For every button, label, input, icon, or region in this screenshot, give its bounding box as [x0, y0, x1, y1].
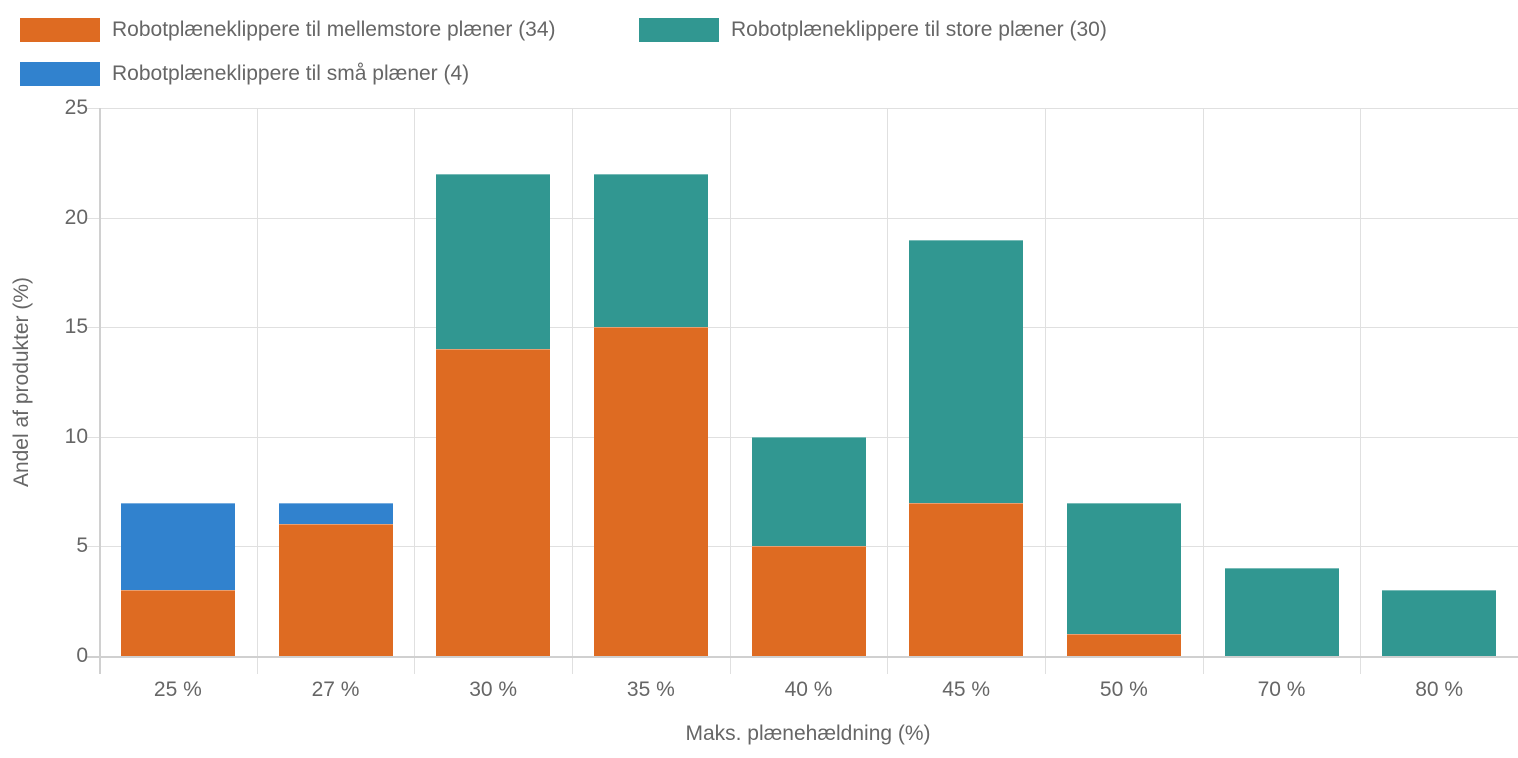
bar-stack-40pct[interactable] [751, 436, 866, 656]
bar-segment[interactable] [593, 327, 708, 656]
gridline-horizontal [87, 217, 1518, 219]
x-tick-label: 25 % [153, 678, 202, 701]
bar-stack-50pct[interactable] [1066, 502, 1181, 656]
bar-segment[interactable] [120, 502, 235, 591]
bar-segment[interactable] [1066, 634, 1181, 656]
gridline-horizontal [87, 108, 1518, 109]
x-tick-label: 80 % [1415, 678, 1464, 701]
bar-segment[interactable] [909, 239, 1024, 503]
gridline-horizontal [87, 327, 1518, 329]
legend-item-small-lawns[interactable]: Robotplæneklippere til små plæner (4) [20, 62, 469, 86]
bar-stack-27pct[interactable] [278, 502, 393, 656]
legend-label: Robotplæneklippere til mellemstore plæne… [112, 18, 556, 41]
legend-label: Robotplæneklippere til store plæner (30) [731, 18, 1107, 41]
bar-segment[interactable] [278, 524, 393, 656]
bar-stack-35pct[interactable] [593, 173, 708, 656]
bar-segment[interactable] [278, 502, 393, 525]
gridline-vertical [414, 108, 416, 674]
bar-segment[interactable] [593, 173, 708, 328]
bar-segment[interactable] [120, 590, 235, 656]
bar-stack-80pct[interactable] [1382, 590, 1497, 656]
legend-swatch-small [20, 62, 100, 86]
x-tick-label: 27 % [311, 678, 360, 701]
bar-stack-30pct[interactable] [436, 173, 551, 656]
y-tick-label: 5 [76, 534, 88, 558]
bar-segment[interactable] [751, 546, 866, 656]
bar-segment[interactable] [751, 436, 866, 547]
bar-segment[interactable] [436, 173, 551, 350]
x-tick-label: 50 % [1099, 678, 1148, 701]
y-axis-line [99, 108, 101, 674]
gridline-vertical [887, 108, 889, 674]
gridline-vertical [256, 108, 258, 674]
y-tick-label: 10 [64, 424, 88, 448]
plot-area: 0 5 10 15 20 25 25 % 27 % 30 % 35 % 40 % 45 % 50 % 7… [65, 96, 1518, 701]
bar-stack-25pct[interactable] [120, 502, 235, 656]
y-tick-label: 0 [76, 644, 88, 667]
bar-segment[interactable] [1066, 502, 1181, 635]
x-tick-label: 70 % [1257, 678, 1306, 701]
legend-label: Robotplæneklippere til små plæner (4) [112, 62, 470, 85]
bar-stack-45pct[interactable] [909, 239, 1024, 656]
y-tick-label: 20 [64, 205, 88, 229]
y-tick-label: 25 [64, 96, 88, 119]
legend-item-large-lawns[interactable]: Robotplæneklippere til store plæner (30) [639, 18, 1107, 42]
bar-segment[interactable] [436, 349, 551, 656]
gridline-vertical [1360, 108, 1362, 674]
x-tick-label: 30 % [469, 678, 518, 701]
legend-item-medium-lawns[interactable]: Robotplæneklippere til mellemstore plæne… [20, 18, 556, 42]
x-tick-label: 40 % [784, 678, 833, 701]
y-tick-label: 15 [64, 315, 88, 339]
legend-swatch-large [639, 18, 719, 42]
gridline-vertical [1045, 108, 1046, 674]
gridline-vertical [572, 108, 573, 674]
x-tick-label: 45 % [942, 678, 991, 701]
y-axis-title: Andel af produkter (%) [10, 276, 33, 488]
x-axis-line [87, 656, 1518, 658]
gridline-vertical [729, 108, 731, 674]
x-axis-title: Maks. plænehældning (%) [685, 722, 931, 745]
gridline-vertical [1202, 108, 1204, 674]
bar-segment[interactable] [909, 502, 1024, 656]
x-tick-label: 35 % [626, 678, 675, 701]
bar-segment[interactable] [1382, 590, 1497, 656]
bar-stack-70pct[interactable] [1224, 568, 1339, 656]
bar-segment[interactable] [1224, 568, 1339, 656]
legend-swatch-medium [20, 18, 100, 42]
